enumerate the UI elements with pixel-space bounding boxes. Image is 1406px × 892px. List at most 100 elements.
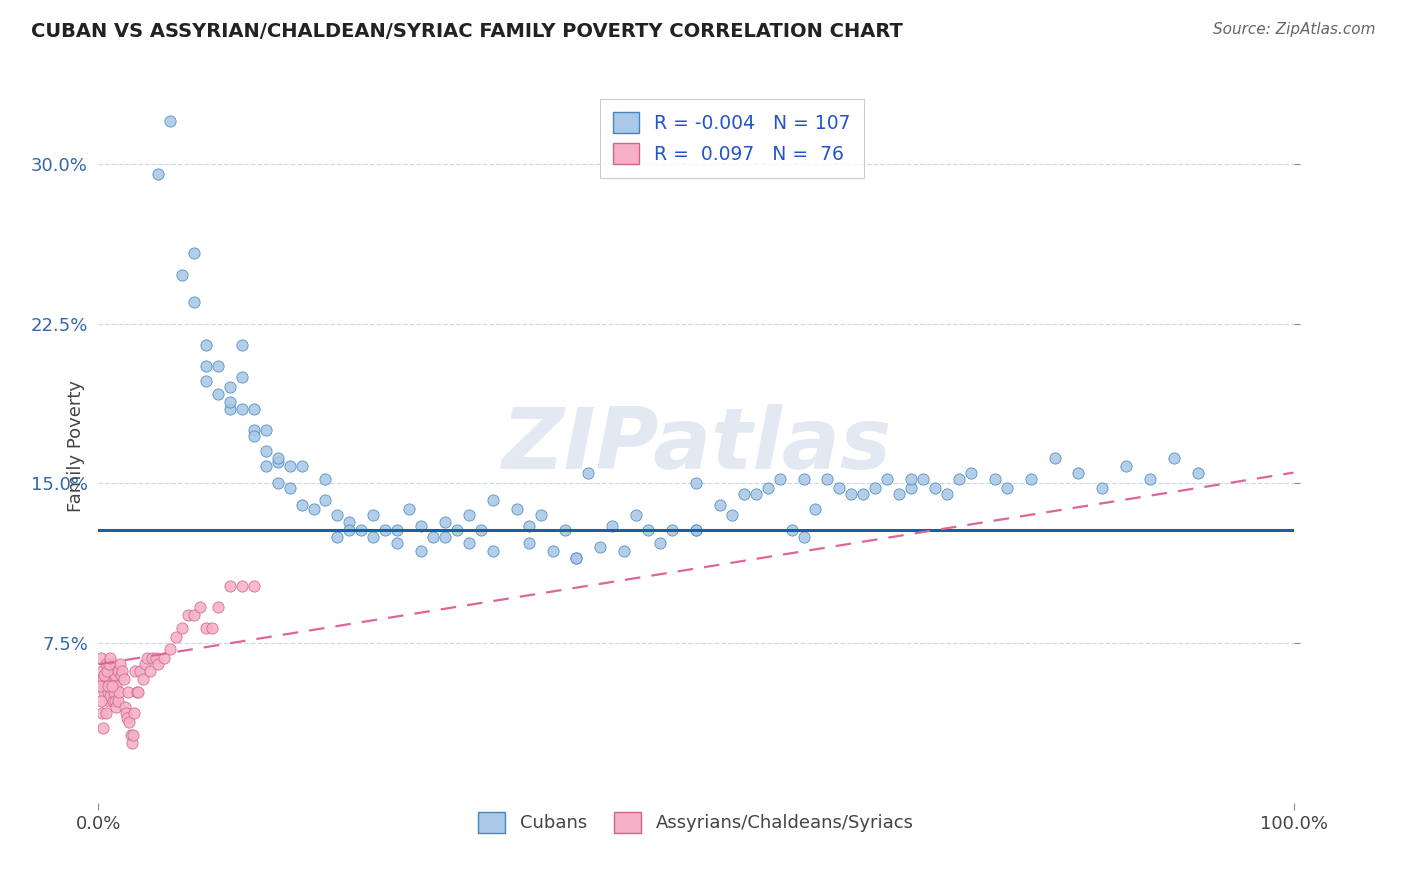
Point [124, 706, 146, 721]
Point [111, 664, 134, 678]
Point [709, 498, 731, 512]
Point [183, 295, 205, 310]
Point [243, 401, 266, 416]
Point [446, 523, 468, 537]
Point [231, 369, 253, 384]
Point [804, 501, 827, 516]
Point [1187, 466, 1209, 480]
Point [793, 472, 815, 486]
Legend: Cubans, Assyrians/Chaldeans/Syriacs: Cubans, Assyrians/Chaldeans/Syriacs [467, 801, 925, 844]
Point [105, 700, 128, 714]
Point [1067, 466, 1090, 480]
Point [207, 599, 229, 614]
Point [326, 508, 349, 523]
Point [94, 706, 117, 721]
Point [350, 523, 373, 537]
Point [104, 693, 127, 707]
Point [745, 487, 768, 501]
Point [112, 672, 135, 686]
Point [231, 338, 253, 352]
Point [685, 523, 707, 537]
Point [841, 487, 863, 501]
Point [541, 544, 564, 558]
Point [889, 487, 911, 501]
Point [96, 679, 118, 693]
Point [302, 501, 325, 516]
Point [267, 450, 290, 465]
Point [177, 608, 200, 623]
Point [159, 114, 181, 128]
Point [94, 668, 117, 682]
Point [363, 508, 385, 523]
Point [98, 651, 122, 665]
Point [422, 529, 444, 543]
Point [768, 472, 790, 486]
Point [100, 679, 122, 693]
Point [481, 544, 505, 558]
Point [148, 168, 170, 182]
Point [254, 444, 277, 458]
Point [207, 359, 229, 373]
Text: ZIPatlas: ZIPatlas [501, 404, 891, 488]
Point [517, 536, 540, 550]
Point [565, 550, 588, 565]
Point [141, 651, 163, 665]
Point [458, 508, 481, 523]
Point [134, 657, 156, 672]
Point [131, 672, 153, 686]
Point [195, 338, 218, 352]
Point [1091, 481, 1114, 495]
Point [458, 536, 481, 550]
Point [900, 481, 922, 495]
Y-axis label: Family Poverty: Family Poverty [66, 380, 84, 512]
Point [103, 679, 125, 693]
Point [267, 455, 290, 469]
Point [637, 523, 659, 537]
Point [124, 664, 146, 678]
Point [122, 728, 145, 742]
Point [125, 685, 148, 699]
Point [411, 544, 433, 558]
Point [98, 664, 122, 678]
Point [159, 642, 181, 657]
Point [911, 472, 934, 486]
Point [195, 621, 218, 635]
Point [815, 472, 838, 486]
Point [118, 714, 141, 729]
Point [995, 481, 1018, 495]
Point [948, 472, 970, 486]
Point [195, 374, 218, 388]
Point [385, 523, 409, 537]
Point [98, 657, 121, 672]
Point [104, 668, 127, 682]
Point [219, 578, 242, 592]
Point [1163, 450, 1185, 465]
Text: CUBAN VS ASSYRIAN/CHALDEAN/SYRIAC FAMILY POVERTY CORRELATION CHART: CUBAN VS ASSYRIAN/CHALDEAN/SYRIAC FAMILY… [31, 22, 903, 41]
Point [207, 386, 229, 401]
Point [97, 679, 120, 693]
Point [984, 472, 1007, 486]
Point [626, 508, 648, 523]
Point [231, 578, 253, 592]
Point [685, 523, 707, 537]
Point [278, 459, 301, 474]
Point [91, 664, 114, 678]
Point [110, 668, 132, 682]
Point [1043, 450, 1066, 465]
Point [411, 519, 433, 533]
Point [339, 515, 361, 529]
Point [108, 657, 131, 672]
Point [183, 608, 205, 623]
Point [97, 668, 120, 682]
Point [90, 693, 112, 707]
Point [219, 401, 242, 416]
Point [315, 472, 337, 486]
Point [89, 679, 111, 693]
Point [201, 621, 224, 635]
Point [114, 700, 136, 714]
Point [685, 476, 707, 491]
Point [243, 578, 266, 592]
Point [243, 423, 266, 437]
Point [1139, 472, 1161, 486]
Point [793, 529, 815, 543]
